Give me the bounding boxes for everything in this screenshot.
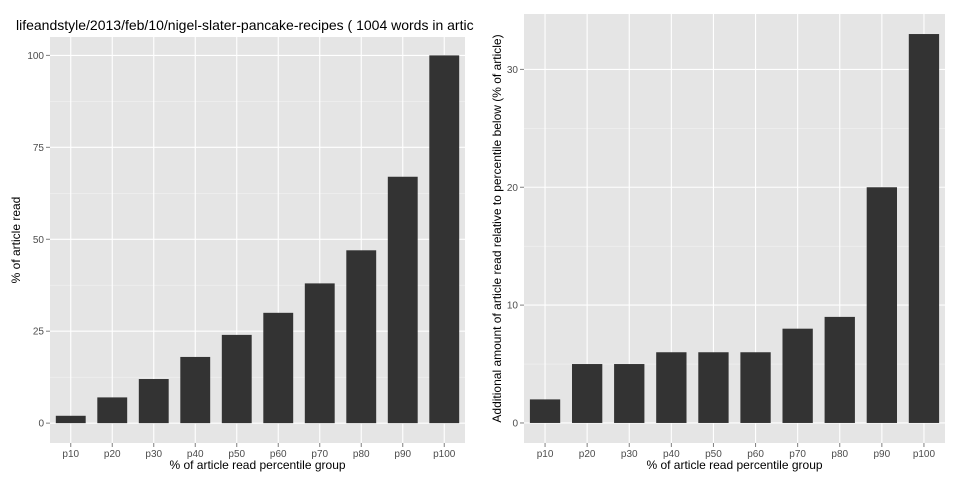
bar-p20 xyxy=(571,364,603,423)
y-tick-label: 0 xyxy=(38,419,44,430)
y-tick-label: 30 xyxy=(507,65,519,76)
y-tick-label: 50 xyxy=(33,235,45,246)
x-tick-label: p40 xyxy=(663,449,680,460)
bar-p40 xyxy=(180,356,211,424)
x-axis-label: % of article read percentile group xyxy=(169,458,345,472)
bar-p40 xyxy=(656,352,687,423)
bar-p70 xyxy=(304,283,335,424)
x-tick-label: p90 xyxy=(874,449,891,460)
y-axis-label: Additional amount of article read relati… xyxy=(490,34,504,422)
bar-p60 xyxy=(740,352,771,423)
x-tick-label: p90 xyxy=(394,449,411,460)
x-tick-label: p60 xyxy=(747,449,764,460)
y-tick-label: 25 xyxy=(33,327,45,338)
x-tick-label: p100 xyxy=(433,449,456,460)
x-tick-label: p50 xyxy=(705,449,722,460)
x-tick-label: p10 xyxy=(537,449,554,460)
x-tick-label: p100 xyxy=(913,449,936,460)
y-tick-label: 20 xyxy=(507,183,519,194)
x-tick-label: p20 xyxy=(104,449,121,460)
bar-p10 xyxy=(529,399,561,423)
x-axis-label: % of article read percentile group xyxy=(646,458,822,472)
bar-p50 xyxy=(221,334,252,424)
bar-p80 xyxy=(824,316,855,423)
bar-p70 xyxy=(782,328,813,423)
x-tick-label: p40 xyxy=(187,449,204,460)
bar-p90 xyxy=(866,187,898,423)
bar-p100 xyxy=(429,55,460,424)
bar-p20 xyxy=(97,397,128,424)
x-tick-label: p80 xyxy=(831,449,848,460)
x-tick-label: p30 xyxy=(145,449,162,460)
chart-title: lifeandstyle/2013/feb/10/nigel-slater-pa… xyxy=(16,17,474,33)
bar-p30 xyxy=(138,379,169,424)
y-axis-label: % of article read xyxy=(9,197,23,284)
bar-p30 xyxy=(614,364,645,423)
left-chart: 0 25 50 75 100 p10 p20 p30 p40 p50 p60 p70 p80 p90 p10… xyxy=(9,37,465,472)
x-tick-label: p30 xyxy=(621,449,638,460)
bar-p90 xyxy=(387,176,418,424)
bar-p10 xyxy=(55,415,86,424)
y-tick-label: 75 xyxy=(33,143,45,154)
y-tick-label: 10 xyxy=(507,301,519,312)
bar-p50 xyxy=(698,352,729,423)
right-chart: 0 10 20 30 p10 p20 p30 p40 p50 p60 p70 p80 p90 p100 % … xyxy=(490,14,945,472)
x-tick-label: p80 xyxy=(353,449,370,460)
x-tick-label: p70 xyxy=(311,449,328,460)
bar-p60 xyxy=(263,312,294,424)
y-tick-label: 0 xyxy=(512,418,518,429)
bar-p100 xyxy=(908,34,940,423)
x-tick-label: p20 xyxy=(579,449,596,460)
bar-p80 xyxy=(346,250,377,424)
x-tick-label: p10 xyxy=(62,449,79,460)
x-tick-label: p60 xyxy=(270,449,287,460)
y-tick-label: 100 xyxy=(27,51,44,62)
x-tick-label: p50 xyxy=(228,449,245,460)
x-tick-label: p70 xyxy=(789,449,806,460)
